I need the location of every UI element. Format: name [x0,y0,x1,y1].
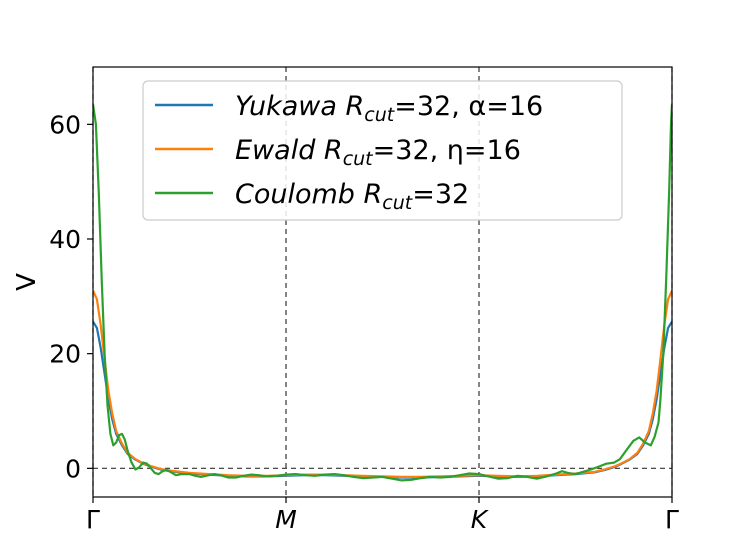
legend-entry: Yukawa Rcut=32, α=16 [235,91,543,126]
reference-lines [92,67,673,497]
x-tick-label: Γ [665,505,679,534]
y-tick-label: 60 [49,110,81,139]
series-layer [93,104,672,482]
series-line-yukawa [93,321,672,479]
series-line-ewald [93,290,672,478]
y-tick-label: 40 [49,225,81,254]
x-tick-label: Γ [86,505,100,534]
y-tick-label: 0 [65,454,81,483]
y-axis: 0 20 40 60 [49,110,93,483]
axes-frame [92,66,673,498]
legend-entry: Coulomb Rcut=32 [235,179,469,214]
y-tick-label: 20 [49,340,81,369]
x-tick-label: K [471,505,490,534]
legend: Yukawa Rcut=32, α=16 Ewald Rcut=32, η=16 C… [142,80,623,221]
x-tick-label: M [275,505,297,534]
legend-entry: Ewald Rcut=32, η=16 [235,135,521,170]
legend-box [142,80,623,221]
y-axis-label: V [12,273,42,291]
series-line-coulomb [93,104,672,482]
